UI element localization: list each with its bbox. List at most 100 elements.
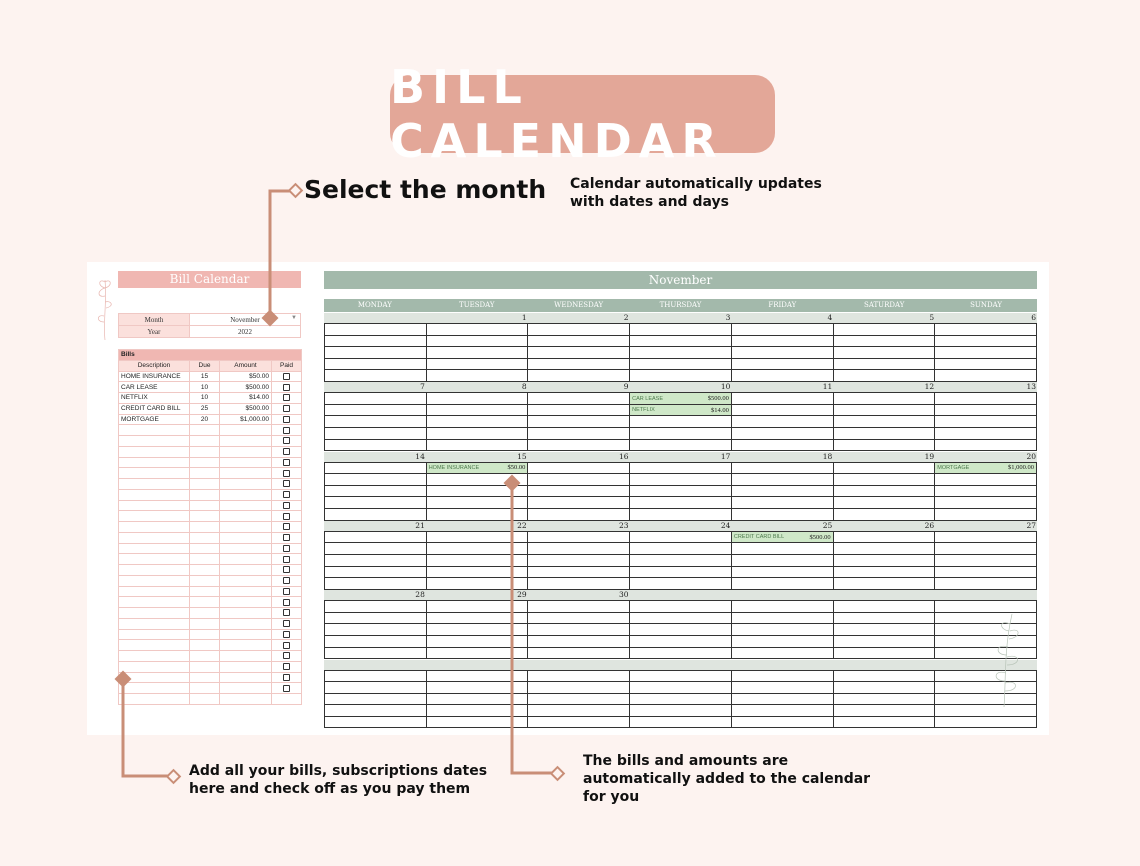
paid-checkbox[interactable] bbox=[283, 415, 291, 423]
bill-description[interactable] bbox=[118, 650, 190, 662]
paid-checkbox[interactable] bbox=[283, 673, 291, 681]
bill-due[interactable] bbox=[189, 467, 220, 479]
day-cell[interactable] bbox=[630, 324, 732, 382]
day-cell[interactable] bbox=[528, 324, 631, 382]
bill-due[interactable] bbox=[189, 607, 220, 619]
bill-description[interactable] bbox=[118, 660, 190, 673]
paid-checkbox[interactable] bbox=[283, 555, 291, 563]
bill-due[interactable] bbox=[189, 596, 220, 608]
day-cell[interactable] bbox=[833, 670, 936, 729]
bill-description[interactable] bbox=[118, 564, 190, 576]
bill-amount[interactable] bbox=[219, 639, 272, 651]
day-cell[interactable] bbox=[833, 531, 936, 590]
day-cell[interactable] bbox=[731, 393, 834, 452]
paid-checkbox[interactable] bbox=[283, 405, 291, 413]
bill-due[interactable]: 15 bbox=[189, 370, 220, 383]
bill-due[interactable] bbox=[189, 499, 220, 512]
bill-description[interactable] bbox=[118, 499, 190, 512]
bill-amount[interactable] bbox=[219, 585, 272, 598]
paid-checkbox[interactable] bbox=[283, 652, 291, 660]
paid-checkbox[interactable] bbox=[283, 469, 291, 477]
day-cell[interactable] bbox=[528, 393, 631, 452]
day-cell[interactable] bbox=[426, 393, 529, 452]
bill-description[interactable] bbox=[118, 671, 190, 684]
bill-due[interactable] bbox=[189, 574, 220, 587]
day-cell[interactable] bbox=[833, 601, 936, 660]
bill-amount[interactable]: $14.00 bbox=[219, 392, 272, 404]
day-cell[interactable] bbox=[630, 601, 732, 660]
paid-checkbox[interactable] bbox=[283, 630, 291, 638]
paid-checkbox[interactable] bbox=[283, 383, 291, 391]
bill-description[interactable] bbox=[118, 445, 190, 458]
bill-amount[interactable] bbox=[219, 531, 272, 544]
day-cell[interactable] bbox=[630, 670, 732, 729]
year-field[interactable]: 2022 bbox=[189, 325, 301, 338]
bill-description[interactable]: HOME INSURANCE bbox=[118, 370, 190, 383]
bill-description[interactable] bbox=[118, 456, 190, 469]
bill-due[interactable] bbox=[189, 553, 220, 565]
bill-amount[interactable] bbox=[219, 542, 272, 555]
bill-due[interactable] bbox=[189, 650, 220, 662]
bill-due[interactable] bbox=[189, 585, 220, 598]
bill-description[interactable] bbox=[118, 531, 190, 544]
paid-checkbox[interactable] bbox=[283, 598, 291, 606]
paid-checkbox[interactable] bbox=[283, 491, 291, 499]
bill-due[interactable]: 25 bbox=[189, 402, 220, 415]
bill-amount[interactable]: $50.00 bbox=[219, 370, 272, 383]
bill-description[interactable] bbox=[118, 693, 190, 705]
paid-checkbox[interactable] bbox=[283, 426, 291, 434]
bill-amount[interactable] bbox=[219, 510, 272, 522]
bill-description[interactable] bbox=[118, 628, 190, 641]
bill-due[interactable] bbox=[189, 445, 220, 458]
bill-due[interactable] bbox=[189, 660, 220, 673]
bill-due[interactable] bbox=[189, 542, 220, 555]
bill-due[interactable] bbox=[189, 435, 220, 447]
bill-amount[interactable] bbox=[219, 445, 272, 458]
day-cell[interactable] bbox=[935, 601, 1037, 660]
bill-description[interactable] bbox=[118, 478, 190, 490]
bill-due[interactable] bbox=[189, 456, 220, 469]
bill-amount[interactable]: $500.00 bbox=[219, 381, 272, 393]
paid-checkbox[interactable] bbox=[283, 609, 291, 617]
bill-amount[interactable] bbox=[219, 671, 272, 684]
bill-due[interactable] bbox=[189, 510, 220, 522]
paid-checkbox[interactable] bbox=[283, 620, 291, 628]
bill-description[interactable] bbox=[118, 435, 190, 447]
day-cell[interactable] bbox=[731, 462, 834, 521]
day-cell[interactable] bbox=[528, 531, 631, 590]
bill-amount[interactable] bbox=[219, 478, 272, 490]
day-cell[interactable] bbox=[325, 601, 427, 660]
bill-amount[interactable] bbox=[219, 553, 272, 565]
bill-description[interactable]: CAR LEASE bbox=[118, 381, 190, 393]
paid-checkbox[interactable] bbox=[283, 480, 291, 488]
day-cell[interactable] bbox=[426, 670, 529, 729]
bill-due[interactable] bbox=[189, 671, 220, 684]
paid-checkbox[interactable] bbox=[283, 523, 291, 531]
bill-amount[interactable] bbox=[219, 521, 272, 533]
bill-description[interactable] bbox=[118, 467, 190, 479]
bill-due[interactable] bbox=[189, 521, 220, 533]
bill-amount[interactable] bbox=[219, 693, 272, 705]
day-cell[interactable]: CAR LEASE $500.00 NETFLIX $14.00 bbox=[630, 393, 732, 452]
bill-due[interactable] bbox=[189, 639, 220, 651]
bill-amount[interactable] bbox=[219, 607, 272, 619]
bill-description[interactable] bbox=[118, 488, 190, 501]
paid-checkbox[interactable] bbox=[283, 458, 291, 466]
paid-checkbox[interactable] bbox=[283, 566, 291, 574]
bill-due[interactable]: 20 bbox=[189, 413, 220, 426]
bill-due[interactable]: 10 bbox=[189, 392, 220, 404]
bill-amount[interactable] bbox=[219, 650, 272, 662]
bill-due[interactable] bbox=[189, 424, 220, 436]
bill-due[interactable] bbox=[189, 564, 220, 576]
bill-amount[interactable] bbox=[219, 499, 272, 512]
day-cell[interactable] bbox=[833, 393, 936, 452]
paid-checkbox[interactable] bbox=[283, 544, 291, 552]
paid-checkbox[interactable] bbox=[283, 448, 291, 456]
paid-checkbox[interactable] bbox=[283, 684, 291, 692]
paid-checkbox[interactable] bbox=[283, 512, 291, 520]
day-cell[interactable] bbox=[630, 531, 732, 590]
day-cell[interactable] bbox=[325, 670, 427, 729]
day-cell[interactable] bbox=[325, 531, 427, 590]
day-cell[interactable] bbox=[833, 462, 936, 521]
bill-amount[interactable] bbox=[219, 488, 272, 501]
